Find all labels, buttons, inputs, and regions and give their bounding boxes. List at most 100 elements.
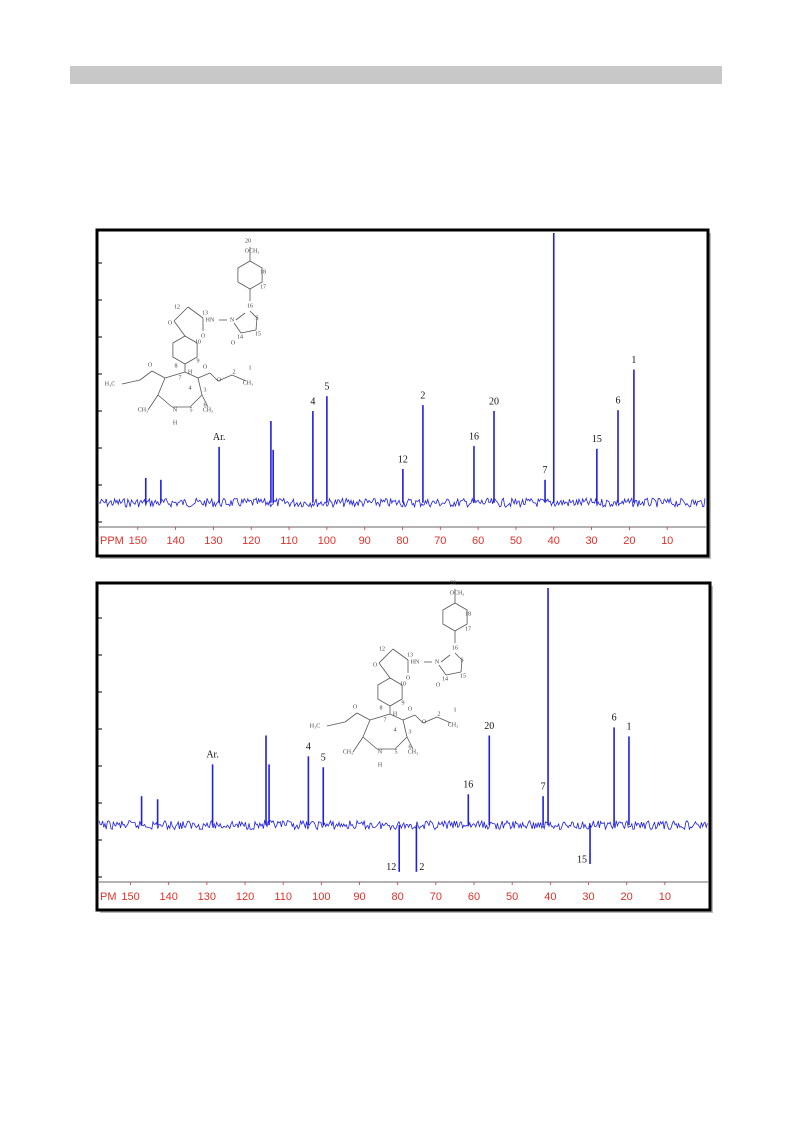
structure-label: 15 [255,331,261,337]
peak-label: Ar. [213,432,226,443]
structure-label: 18 [260,269,266,275]
bond [402,714,416,721]
x-tick-label: 10 [661,535,673,547]
bond [240,329,257,334]
bond [255,317,258,331]
bond [352,736,364,753]
bond [392,648,409,661]
structure-label: N [173,407,178,413]
bond [187,306,204,319]
bond [414,714,424,724]
structure-label: OCH₃ [450,590,465,596]
peak-label: 15 [577,854,587,865]
peak-label: 20 [484,721,494,732]
bond [164,371,186,379]
structure-label: 7 [384,717,387,723]
structure-label: CH₃ [138,407,148,413]
structure-label: O [353,704,358,710]
peak-label: 2 [420,390,425,401]
peak-label: 16 [469,431,479,442]
structure-label: O [203,364,208,370]
structure-label: O [217,377,222,383]
structure-label: CH₃ [203,407,213,413]
bond [217,374,233,382]
bond [201,394,209,408]
structure-label: O [373,662,378,668]
structure-label: 13 [202,310,208,316]
header-bar [70,66,722,84]
peak-label: 1 [631,355,636,366]
structure-label: H [378,762,383,768]
bond [402,719,408,738]
structure-label: 1 [454,707,457,713]
x-tick-label: 70 [430,891,442,903]
bond [233,322,242,334]
structure-label: 7 [179,375,182,381]
bond [139,370,153,381]
structure-label: 10 [195,339,201,345]
x-tick-label: 110 [280,535,298,547]
bond [422,716,438,724]
structure-label: 13 [407,652,413,658]
x-tick-label: 50 [510,535,522,547]
structure-label: 1 [249,365,252,371]
bond [197,372,211,379]
x-tick-label: 120 [242,535,260,547]
structure-label: CH₃ [343,749,353,755]
structure-label: HN [411,659,420,665]
x-tick-label: 90 [353,891,365,903]
noise-baseline [98,496,706,509]
x-tick-label: 110 [274,891,292,903]
bond [151,370,166,379]
x-tick-label: 120 [236,891,254,903]
bond [197,377,203,396]
structure-label: 6 [204,402,207,408]
structure-label: O [148,362,153,368]
x-axis-label: PM [100,891,117,903]
peak-label: 15 [592,434,602,445]
x-tick-label: 60 [472,535,484,547]
bond [326,721,346,727]
peak-label: 6 [612,713,617,724]
structure-label: 14 [237,334,243,340]
figure-frame [95,581,712,912]
structure-label: H₃C [105,381,115,387]
structure-label: 10 [400,681,406,687]
peak-label: 16 [463,780,473,791]
structure-label: 12 [379,646,385,652]
bond [249,310,258,319]
structure-label: 15 [460,673,466,679]
bond [173,306,189,322]
structure-label: CH₃ [448,722,458,728]
x-tick-label: 60 [468,891,480,903]
structure-label: 6 [409,744,412,750]
bond [362,736,378,750]
peak-label: 6 [616,396,621,407]
peak-label: 5 [321,753,326,764]
bond [406,736,414,750]
bond [157,377,166,396]
structure-label: O [436,682,441,688]
structure-label: 16 [452,645,458,651]
x-tick-label: 140 [166,535,184,547]
peak-label: 7 [541,781,546,792]
x-tick-label: 20 [623,535,635,547]
structure-label: 5 [395,749,398,755]
peak-label: 20 [489,396,499,407]
structure-label: 18 [465,611,471,617]
peak-label: 12 [386,862,396,873]
structure-label: O [406,675,411,681]
structure-label: N [378,749,383,755]
peak-label: 7 [543,465,548,476]
structure-label: O [201,333,206,339]
x-tick-label: 40 [548,535,560,547]
x-tick-label: 30 [582,891,594,903]
structure-label: 8 [175,363,178,369]
peak-label: 5 [324,381,329,392]
bond [344,712,358,723]
bond [157,394,173,408]
peak-label: 1 [626,722,631,733]
structure-label: 9 [402,700,405,706]
